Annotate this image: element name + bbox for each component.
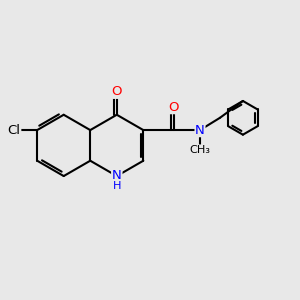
- Text: H: H: [112, 181, 121, 191]
- Text: N: N: [112, 169, 122, 182]
- Text: O: O: [169, 100, 179, 114]
- Text: O: O: [112, 85, 122, 98]
- Text: N: N: [112, 169, 122, 182]
- Text: N: N: [195, 124, 205, 136]
- Text: CH₃: CH₃: [190, 145, 211, 155]
- Text: Cl: Cl: [8, 124, 21, 136]
